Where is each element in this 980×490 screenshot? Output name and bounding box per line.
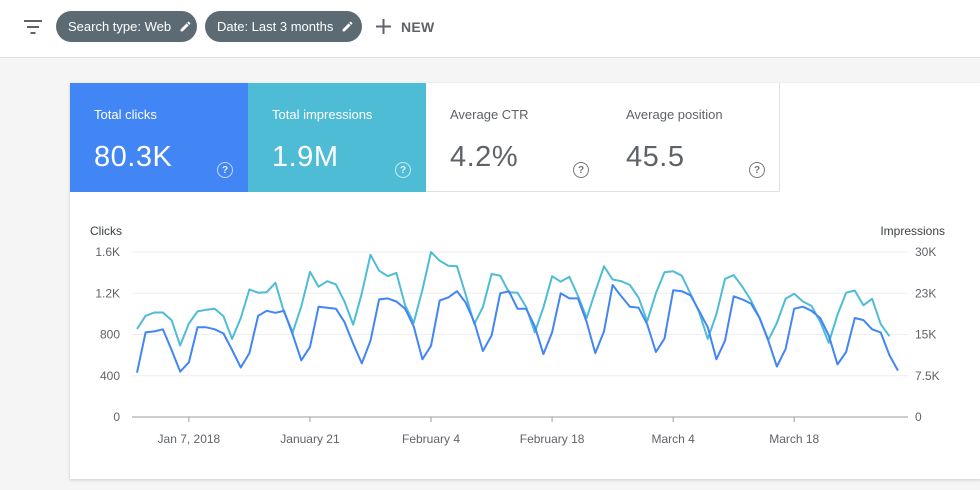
x-axis-tick-label: February 4: [402, 432, 460, 446]
x-axis-tick-label: Jan 7, 2018: [158, 432, 221, 446]
right-axis-tick: 0: [915, 410, 922, 424]
x-axis-tick-label: March 18: [769, 432, 819, 446]
filter-toolbar: Search type: Web Date: Last 3 months NEW: [0, 0, 980, 58]
date-range-chip[interactable]: Date: Last 3 months: [205, 11, 362, 42]
new-filter-button[interactable]: NEW: [376, 11, 435, 42]
left-axis-title: Clicks: [90, 224, 122, 238]
right-axis-tick: 15K: [915, 328, 936, 342]
help-icon[interactable]: ?: [217, 162, 233, 178]
left-axis-tick: 1.6K: [95, 245, 120, 259]
metric-value: 45.5: [626, 141, 685, 173]
left-axis-tick: 1.2K: [95, 286, 120, 300]
metric-value: 4.2%: [450, 141, 519, 173]
metric-label: Average CTR: [450, 107, 529, 122]
x-axis-tick-label: March 4: [651, 432, 695, 446]
right-axis-tick: 23K: [915, 286, 936, 300]
metric-label: Total impressions: [272, 107, 373, 122]
metric-label: Average position: [626, 107, 723, 122]
help-icon[interactable]: ?: [395, 162, 411, 178]
performance-card: Total clicks 80.3K ? Total impressions 1…: [70, 83, 980, 479]
clicks-series-line[interactable]: [136, 284, 899, 373]
total-impressions-tab[interactable]: Total impressions 1.9M ?: [248, 83, 426, 192]
filter-icon[interactable]: [18, 12, 48, 42]
performance-chart: Clicks Impressions 0 0 400 7.5K 800 15K 1.2K 23…: [90, 224, 945, 446]
left-axis-tick: 0: [113, 410, 120, 424]
x-axis-tick-label: February 18: [520, 432, 585, 446]
metric-tabs: Total clicks 80.3K ? Total impressions 1…: [70, 83, 780, 192]
left-axis-tick: 400: [100, 369, 120, 383]
average-position-tab[interactable]: Average position 45.5 ?: [602, 83, 780, 192]
help-icon[interactable]: ?: [749, 162, 765, 178]
metric-value: 1.9M: [272, 141, 339, 173]
total-clicks-tab[interactable]: Total clicks 80.3K ?: [70, 83, 248, 192]
pencil-icon[interactable]: [179, 20, 192, 33]
average-ctr-tab[interactable]: Average CTR 4.2% ?: [426, 83, 604, 192]
right-axis-title: Impressions: [880, 224, 945, 238]
x-axis-tick-label: January 21: [280, 432, 340, 446]
metric-label: Total clicks: [94, 107, 157, 122]
search-type-chip[interactable]: Search type: Web: [56, 11, 197, 42]
help-icon[interactable]: ?: [573, 162, 589, 178]
right-axis-tick: 30K: [915, 245, 936, 259]
date-range-chip-label: Date: Last 3 months: [217, 19, 334, 34]
plus-icon: [376, 19, 391, 34]
metric-value: 80.3K: [94, 141, 173, 173]
pencil-icon[interactable]: [341, 20, 354, 33]
search-type-chip-label: Search type: Web: [68, 19, 172, 34]
new-filter-label: NEW: [401, 18, 435, 35]
left-axis-tick: 800: [100, 328, 120, 342]
right-axis-tick: 7.5K: [915, 369, 940, 383]
